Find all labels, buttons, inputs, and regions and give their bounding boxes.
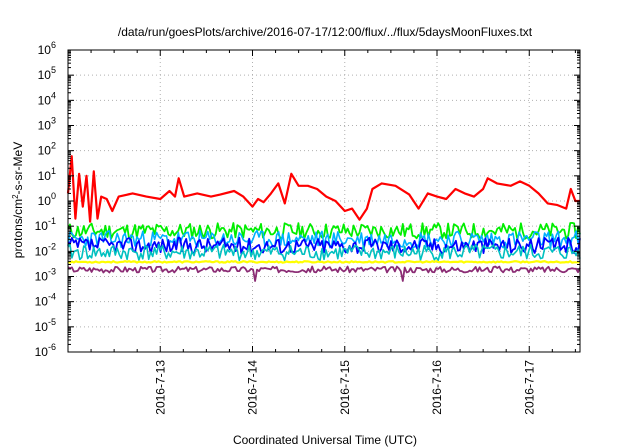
- y-axis-label-base: protons/cm: [11, 199, 25, 258]
- x-tick-label: 2016-7-15: [338, 360, 352, 415]
- y-tick-label: 10-4: [35, 292, 56, 309]
- y-axis-label-rest: -s-sr-MeV: [11, 142, 25, 195]
- series-line-3: [67, 229, 581, 249]
- y-tick-label: 10-1: [35, 216, 56, 233]
- y-tick-label: 10-5: [35, 317, 56, 334]
- y-tick-label: 10-3: [35, 267, 56, 284]
- y-tick-label: 105: [38, 65, 56, 82]
- x-tick-label: 2016-7-13: [153, 360, 167, 415]
- y-tick-label: 10-2: [35, 241, 56, 258]
- series-line-2: [67, 222, 581, 240]
- y-axis-label: protons/cm2-s-sr-MeV: [11, 142, 26, 258]
- x-axis-ticks: 2016-7-13 2016-7-14 2016-7-15 2016-7-16 2016…: [90, 50, 576, 415]
- y-tick-label: 100: [38, 191, 56, 208]
- series-line-1: [66, 155, 580, 223]
- y-axis-ticks: 106 105 104 103 102 101 100 10-1 10-2 10-3 10-4 10-…: [35, 40, 580, 359]
- y-tick-label: 101: [38, 166, 56, 183]
- x-tick-label: 2016-7-17: [522, 360, 536, 415]
- series-line-5: [67, 243, 581, 262]
- data-series: [66, 155, 581, 282]
- y-axis-label-sup: 2: [11, 194, 20, 199]
- y-tick-label: 103: [38, 116, 56, 133]
- y-tick-label: 10-6: [35, 342, 56, 359]
- y-tick-label: 102: [38, 141, 56, 158]
- series-line-7: [67, 265, 581, 282]
- grid-lines: [68, 50, 580, 352]
- x-tick-label: 2016-7-16: [430, 360, 444, 415]
- y-tick-label: 104: [38, 90, 56, 107]
- chart-title: /data/run/goesPlots/archive/2016-07-17/1…: [118, 25, 533, 39]
- series-line-6: [67, 260, 581, 264]
- x-tick-label: 2016-7-14: [246, 360, 260, 415]
- x-axis-label: Coordinated Universal Time (UTC): [233, 433, 417, 447]
- series-line-4: [67, 236, 581, 255]
- y-tick-label: 106: [38, 40, 56, 57]
